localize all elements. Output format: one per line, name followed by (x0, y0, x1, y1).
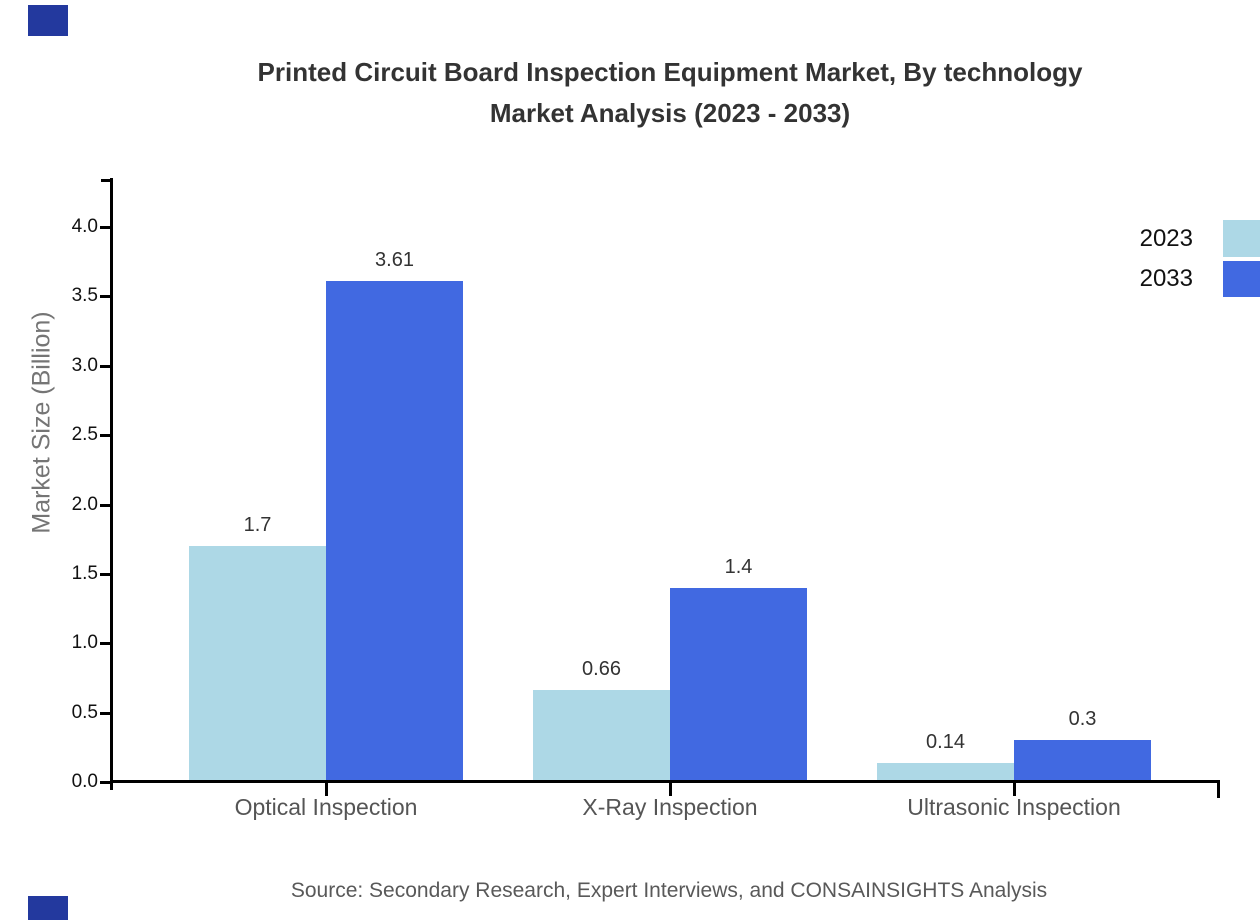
chart-title: Printed Circuit Board Inspection Equipme… (82, 52, 1258, 134)
y-tick-label-4.0: 4.0 (71, 216, 98, 237)
bar-2033-ultrasonic-inspection (1014, 740, 1151, 782)
chart-title-line1: Printed Circuit Board Inspection Equipme… (257, 57, 1083, 87)
y-tick-label-1.0: 1.0 (71, 632, 98, 654)
y-tick-label-1.5: 1.5 (71, 562, 98, 584)
value-label-2023-x-ray-inspection: 0.66 (582, 658, 621, 681)
x-label-x-ray-inspection: X-Ray Inspection (582, 794, 758, 820)
x-tick-x-ray-inspection (669, 783, 672, 796)
y-tick-0.5 (100, 711, 110, 715)
legend-swatch-2023 (1223, 220, 1260, 257)
y-tick-label-3.0: 3.0 (71, 354, 98, 376)
legend-label-2023: 2023 (1139, 225, 1193, 252)
y-tick-label-0.0: 0.0 (71, 771, 98, 792)
y-axis-endcap-tick (101, 179, 110, 182)
bar-2023-ultrasonic-inspection (877, 762, 1014, 782)
bar-2023-x-ray-inspection (533, 690, 670, 782)
value-label-2033-ultrasonic-inspection: 0.3 (1068, 708, 1097, 731)
y-tick-1.5 (100, 572, 110, 576)
y-tick-label-3.5: 3.5 (71, 285, 98, 307)
legend-label-2033: 2033 (1139, 265, 1193, 292)
corner-accent-top (28, 5, 68, 36)
chart-title-line2: Market Analysis (2023 - 2033) (489, 98, 851, 128)
y-tick-label-0.5: 0.5 (71, 701, 98, 723)
legend-swatch-2033 (1223, 261, 1260, 297)
x-tick-ultrasonic-inspection (1013, 783, 1016, 796)
y-tick-3.0 (100, 364, 110, 368)
x-label-ultrasonic-inspection: Ultrasonic Inspection (907, 794, 1121, 820)
bar-2033-x-ray-inspection (670, 587, 807, 782)
y-tick-2.5 (100, 434, 110, 438)
x-axis-endcap-tick (1217, 783, 1220, 798)
y-tick-0.0 (100, 781, 110, 784)
y-tick-label-2.5: 2.5 (71, 424, 98, 446)
y-tick-1.0 (100, 642, 110, 646)
y-tick-label-2.0: 2.0 (71, 493, 98, 515)
value-label-2023-optical-inspection: 1.7 (243, 514, 272, 537)
y-tick-4.0 (100, 226, 110, 229)
source-note: Source: Secondary Research, Expert Inter… (290, 879, 1048, 902)
x-tick-optical-inspection (325, 783, 328, 796)
x-axis-spine (110, 780, 1220, 783)
value-label-2033-optical-inspection: 3.61 (375, 249, 414, 272)
y-axis-spine (110, 178, 113, 790)
bar-2033-optical-inspection (326, 281, 463, 782)
corner-accent-bottom (28, 896, 68, 920)
value-label-2033-x-ray-inspection: 1.4 (724, 555, 753, 578)
y-tick-2.0 (100, 503, 110, 507)
y-tick-3.5 (100, 295, 110, 299)
bar-2023-optical-inspection (189, 546, 326, 782)
value-label-2023-ultrasonic-inspection: 0.14 (926, 730, 965, 753)
x-label-optical-inspection: Optical Inspection (234, 794, 418, 820)
